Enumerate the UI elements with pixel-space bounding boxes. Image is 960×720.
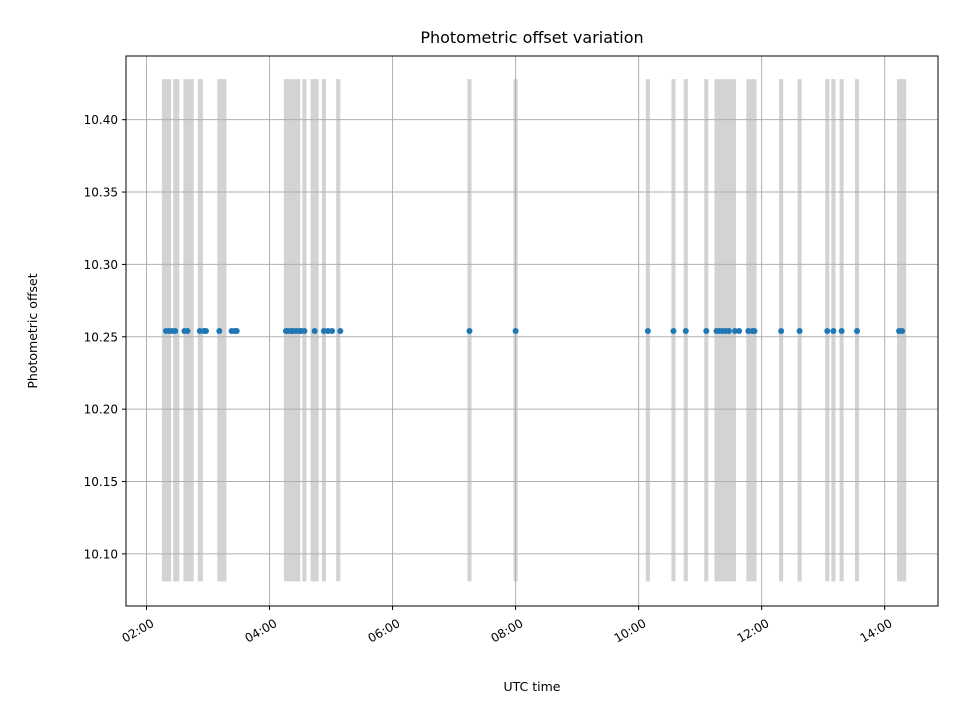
data-point <box>838 328 845 334</box>
data-point <box>732 328 738 334</box>
x-tick-label: 02:00 <box>119 616 156 645</box>
data-point <box>466 328 473 334</box>
plot-frame <box>125 55 939 607</box>
x-tick-label: 12:00 <box>735 616 772 645</box>
data-point <box>703 328 710 334</box>
x-tick-label: 04:00 <box>242 616 279 645</box>
data-point <box>233 328 240 334</box>
x-tick-label: 08:00 <box>489 616 526 645</box>
data-point <box>512 328 519 334</box>
chart-title: Photometric offset variation <box>420 28 643 47</box>
x-tick-label: 06:00 <box>366 616 403 645</box>
data-point <box>745 328 752 334</box>
y-tick-label: 10.15 <box>84 475 118 489</box>
data-point <box>796 328 803 334</box>
y-tick-label: 10.35 <box>84 186 118 200</box>
data-point <box>311 328 318 334</box>
data-point <box>736 328 743 334</box>
data-point <box>899 328 906 334</box>
data-point <box>202 328 209 334</box>
grid-lines <box>126 56 938 606</box>
data-point <box>830 328 837 334</box>
data-point <box>184 328 191 334</box>
y-tick-label: 10.30 <box>84 258 118 272</box>
data-point <box>854 328 861 334</box>
data-point <box>644 328 651 334</box>
x-axis-ticks: 02:00 04:00 06:00 08:00 10:00 12:00 14:00 <box>119 606 895 646</box>
data-point <box>670 328 677 334</box>
y-tick-label: 10.40 <box>84 113 118 127</box>
x-tick-label: 14:00 <box>858 616 895 645</box>
data-point <box>196 328 203 334</box>
data-points <box>162 328 906 334</box>
data-point <box>824 328 831 334</box>
data-point <box>320 328 327 334</box>
data-point <box>329 328 336 334</box>
x-tick-label: 10:00 <box>612 616 649 645</box>
y-axis-ticks: 10.10 10.15 10.20 10.25 10.30 10.35 10.40 <box>84 113 126 561</box>
x-axis-label: UTC time <box>504 679 561 694</box>
data-point <box>751 328 758 334</box>
y-tick-label: 10.25 <box>84 330 118 344</box>
data-point <box>172 328 179 334</box>
data-point <box>778 328 785 334</box>
data-point <box>337 328 344 334</box>
y-axis-label: Photometric offset <box>25 273 40 388</box>
data-point <box>682 328 689 334</box>
data-point <box>725 328 732 334</box>
y-tick-label: 10.20 <box>84 403 118 417</box>
data-point <box>324 328 331 334</box>
data-point <box>301 328 308 334</box>
y-tick-label: 10.10 <box>84 547 118 561</box>
data-point <box>216 328 223 334</box>
activity-bands <box>161 79 907 582</box>
